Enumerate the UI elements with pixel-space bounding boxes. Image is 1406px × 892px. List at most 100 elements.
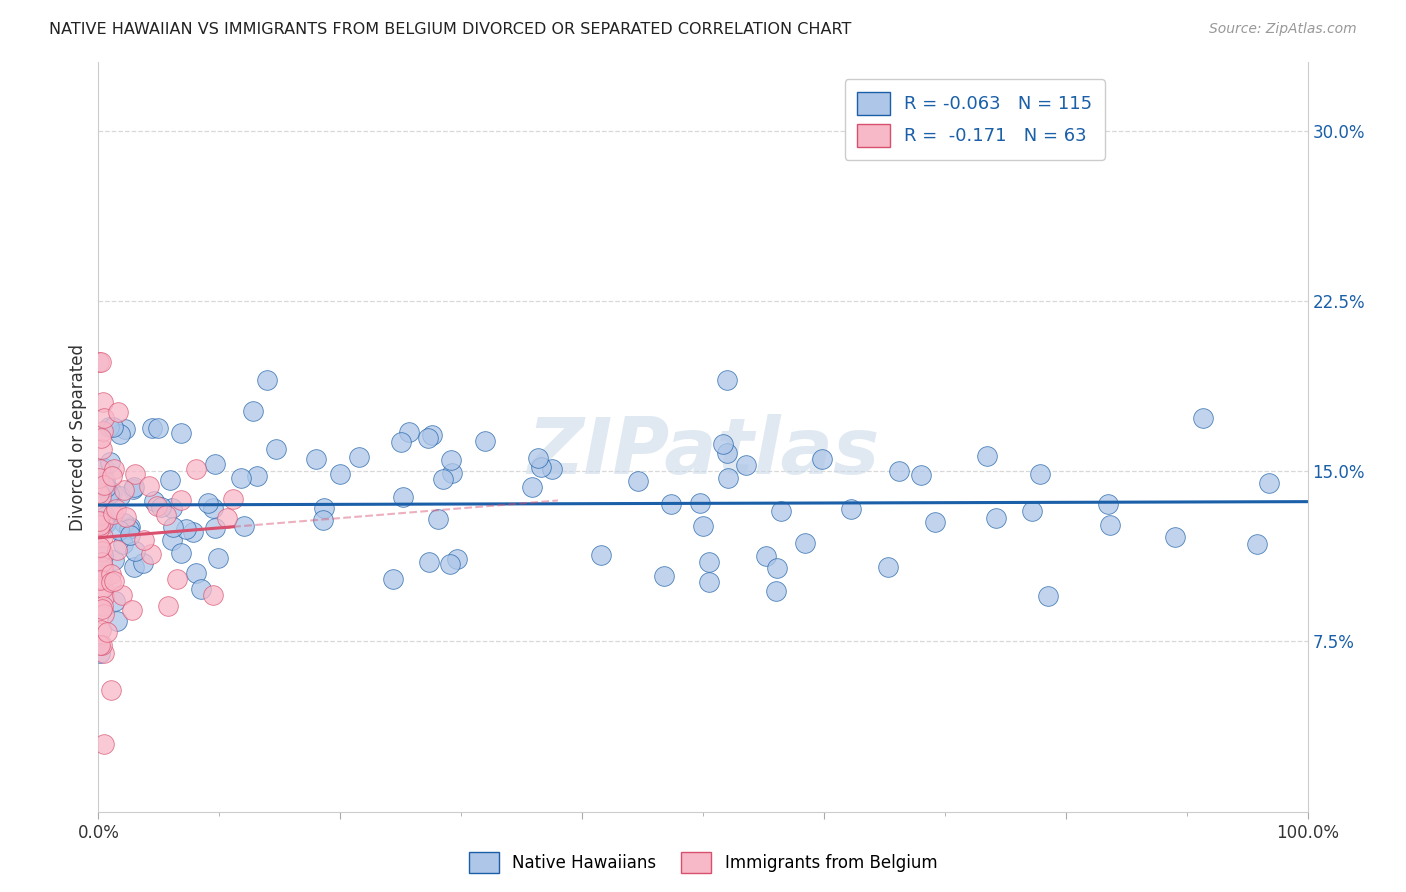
Point xyxy=(87,514,110,528)
Point xyxy=(711,437,734,451)
Point xyxy=(204,521,226,535)
Point xyxy=(104,502,127,516)
Text: ZIPatlas: ZIPatlas xyxy=(527,414,879,490)
Point xyxy=(93,737,115,751)
Point xyxy=(101,419,124,434)
Point xyxy=(148,421,170,435)
Point xyxy=(440,466,463,480)
Point xyxy=(118,520,141,534)
Point xyxy=(111,588,134,602)
Text: NATIVE HAWAIIAN VS IMMIGRANTS FROM BELGIUM DIVORCED OR SEPARATED CORRELATION CHA: NATIVE HAWAIIAN VS IMMIGRANTS FROM BELGI… xyxy=(49,22,852,37)
Point xyxy=(124,467,146,481)
Point xyxy=(91,395,114,409)
Point xyxy=(697,574,720,589)
Point xyxy=(90,489,112,503)
Point xyxy=(103,553,125,567)
Point xyxy=(111,537,134,551)
Point xyxy=(811,451,834,466)
Point xyxy=(90,544,112,558)
Point xyxy=(90,355,112,369)
Point xyxy=(1097,497,1119,511)
Point xyxy=(156,599,179,613)
Point xyxy=(112,483,135,498)
Point xyxy=(446,552,468,566)
Point xyxy=(89,354,111,368)
Point xyxy=(716,471,738,485)
Point xyxy=(93,646,115,660)
Point xyxy=(89,574,111,588)
Point xyxy=(93,410,115,425)
Point xyxy=(416,431,439,445)
Point xyxy=(389,434,412,449)
Point xyxy=(186,462,208,476)
Point xyxy=(418,555,440,569)
Point xyxy=(94,516,117,530)
Point xyxy=(242,404,264,418)
Point xyxy=(124,543,146,558)
Point xyxy=(166,572,188,586)
Point xyxy=(159,473,181,487)
Point xyxy=(98,455,121,469)
Point xyxy=(347,450,370,464)
Point xyxy=(439,557,461,571)
Point xyxy=(204,457,226,471)
Point xyxy=(91,515,114,529)
Point xyxy=(162,520,184,534)
Point xyxy=(765,584,787,599)
Point xyxy=(202,588,225,602)
Point xyxy=(96,480,118,494)
Point xyxy=(183,524,205,539)
Point xyxy=(699,555,721,569)
Point xyxy=(122,482,145,496)
Point xyxy=(117,522,139,536)
Legend: R = -0.063   N = 115, R =  -0.171   N = 63: R = -0.063 N = 115, R = -0.171 N = 63 xyxy=(845,79,1105,160)
Point xyxy=(734,458,756,472)
Point xyxy=(256,373,278,387)
Point xyxy=(160,533,183,547)
Point xyxy=(716,446,738,460)
Point xyxy=(114,421,136,435)
Point xyxy=(93,590,115,604)
Point xyxy=(91,559,114,574)
Point xyxy=(266,442,288,456)
Point xyxy=(93,461,115,475)
Point xyxy=(122,480,145,494)
Point xyxy=(186,566,208,580)
Point xyxy=(312,513,335,527)
Point xyxy=(101,484,124,499)
Point xyxy=(976,450,998,464)
Point xyxy=(89,518,111,533)
Point xyxy=(105,542,128,557)
Point xyxy=(174,522,197,536)
Text: Source: ZipAtlas.com: Source: ZipAtlas.com xyxy=(1209,22,1357,37)
Point xyxy=(100,567,122,582)
Point xyxy=(162,501,184,516)
Point xyxy=(90,442,112,457)
Point xyxy=(1098,517,1121,532)
Point xyxy=(877,560,900,574)
Point xyxy=(440,453,463,467)
Point xyxy=(89,638,111,652)
Point xyxy=(232,519,254,533)
Point xyxy=(100,469,122,483)
Point xyxy=(207,550,229,565)
Point xyxy=(90,572,112,586)
Point xyxy=(138,479,160,493)
Point xyxy=(716,373,738,387)
Point xyxy=(329,467,352,481)
Y-axis label: Divorced or Separated: Divorced or Separated xyxy=(69,343,87,531)
Point xyxy=(108,490,131,504)
Point xyxy=(93,607,115,621)
Point xyxy=(1021,504,1043,518)
Point xyxy=(382,572,405,586)
Point xyxy=(839,502,862,516)
Point xyxy=(202,500,225,515)
Point xyxy=(91,549,114,564)
Point xyxy=(527,450,550,465)
Point xyxy=(190,582,212,596)
Point xyxy=(96,624,118,639)
Point xyxy=(887,464,910,478)
Point xyxy=(139,547,162,561)
Point xyxy=(98,487,121,501)
Point xyxy=(87,486,110,500)
